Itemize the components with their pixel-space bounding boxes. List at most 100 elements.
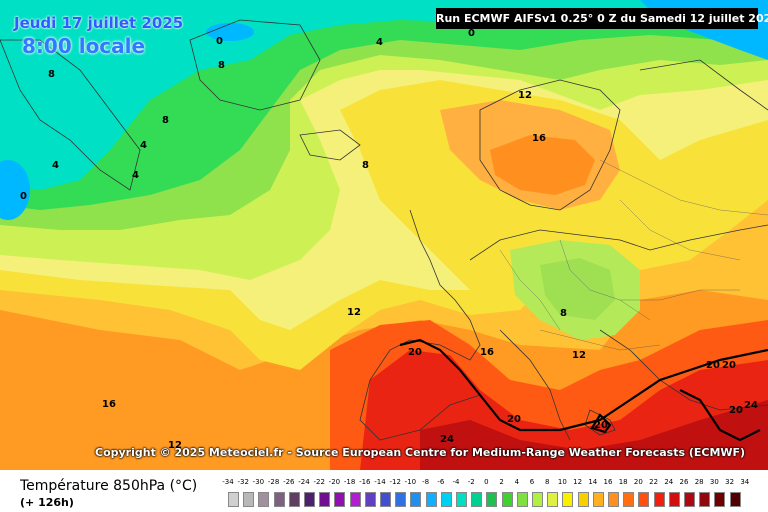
contour-label: 12 (168, 440, 182, 451)
scale-swatch (638, 492, 650, 507)
scale-tick-label: 24 (664, 478, 674, 486)
contour-label: 8 (218, 60, 225, 71)
scale-swatch (228, 492, 239, 507)
scale-swatch (395, 492, 407, 507)
run-info: Run ECMWF AIFSv1 0.25° 0 Z du Samedi 12 … (436, 8, 768, 29)
contour-label: 20 (507, 414, 521, 425)
scale-swatch (319, 492, 331, 507)
contour-label: 16 (480, 347, 494, 358)
field-central-europe-lime (540, 258, 615, 320)
contour-label: 12 (572, 350, 586, 361)
scale-swatch (380, 492, 391, 507)
contour-label: 8 (162, 115, 169, 126)
contour-label: 4 (376, 37, 383, 48)
parameter-label: Température 850hPa (°C) (20, 478, 198, 494)
scale-swatch (684, 492, 695, 507)
scale-tick-label: -12 (389, 478, 401, 486)
contour-label: 12 (518, 90, 532, 101)
scale-swatch (410, 492, 422, 507)
scale-swatch (243, 492, 255, 507)
scale-tick-label: 6 (529, 478, 535, 486)
contour-label: 4 (132, 170, 139, 181)
scale-tick-label: 0 (484, 478, 489, 486)
scale-swatch (501, 492, 513, 507)
scale-swatch (577, 492, 589, 507)
field-cold-blue-greenland (206, 23, 254, 41)
scale-tick-label: -8 (422, 478, 430, 486)
scale-tick-label: -32 (237, 478, 249, 486)
copyright-text: Copyright © 2025 Meteociel.fr - Source E… (95, 446, 746, 459)
contour-label: 20 (729, 405, 743, 416)
contour-label: 0 (216, 36, 223, 47)
scale-swatch (273, 492, 285, 507)
scale-tick-label: -30 (252, 478, 265, 486)
scale-tick-label: 2 (499, 478, 504, 486)
scale-tick-label: 8 (544, 478, 550, 486)
scale-swatch (516, 492, 528, 507)
scale-swatch (486, 492, 498, 507)
scale-swatch (532, 492, 543, 507)
field-scandinavia-hot (490, 135, 595, 195)
scale-tick-label: -16 (359, 478, 371, 486)
scale-swatch (334, 492, 346, 507)
field-cold-blue-west (0, 160, 30, 220)
contour-label: 16 (532, 133, 546, 144)
scale-swatch (562, 492, 574, 507)
scale-swatch (425, 492, 437, 507)
scale-tick-label: 16 (603, 478, 613, 486)
scale-tick-label: 20 (633, 478, 643, 486)
contour-label: 24 (744, 400, 758, 411)
scale-tick-label: -26 (283, 478, 295, 486)
forecast-date: Jeudi 17 juillet 2025 (14, 14, 184, 32)
contour-label: 20 (594, 420, 608, 431)
scale-swatch (288, 492, 300, 507)
scale-swatch (668, 492, 680, 507)
field-dark-red (420, 400, 768, 470)
borders (499, 159, 768, 351)
scale-tick-label: -24 (298, 478, 310, 486)
contour-label: 12 (347, 307, 361, 318)
scale-swatch (623, 492, 635, 507)
scale-swatch (592, 492, 604, 507)
contour-label: 8 (362, 160, 369, 171)
contour-label: 8 (560, 308, 567, 319)
contour-label: 4 (52, 160, 59, 171)
scale-tick-label: 32 (725, 478, 735, 486)
contour-label: 0 (468, 28, 475, 39)
forecast-time: 8:00 locale (22, 34, 146, 58)
scale-tick-label: 28 (694, 478, 704, 486)
scale-tick-label: 14 (588, 478, 598, 486)
scale-swatch (608, 492, 619, 507)
scale-swatch (304, 492, 315, 507)
scale-swatch (349, 492, 361, 507)
scale-swatch (547, 492, 559, 507)
scale-tick-label: 10 (557, 478, 567, 486)
contour-label: 16 (102, 399, 116, 410)
contour-label: 8 (48, 69, 55, 80)
contour-20 (399, 338, 768, 442)
temperature-map: 0 4 0 8 8 12 16 4 4 8 4 0 8 12 20 16 8 1… (0, 0, 768, 470)
contour-label: 20 (706, 360, 720, 371)
scale-tick-label: 4 (514, 478, 520, 486)
lead-time: (+ 126h) (20, 496, 74, 509)
scale-tick-label: -2 (467, 478, 475, 486)
scale-swatch (699, 492, 711, 507)
scale-tick-label: -4 (452, 478, 460, 486)
coastlines (0, 19, 768, 441)
scale-tick-label: -10 (404, 478, 417, 486)
scale-tick-label: -14 (374, 478, 386, 486)
scale-tick-label: -18 (343, 478, 356, 486)
scale-swatch (653, 492, 665, 507)
scale-swatch (456, 492, 467, 507)
scale-swatch (714, 492, 726, 507)
scale-tick-label: 12 (573, 478, 583, 486)
contour-label: 20 (408, 347, 422, 358)
scale-swatch (258, 492, 270, 507)
scale-swatch (471, 492, 483, 507)
scale-tick-label: -34 (222, 478, 234, 486)
scale-tick-label: 30 (709, 478, 719, 486)
scale-tick-label: 34 (740, 478, 750, 486)
scale-swatch (729, 492, 741, 507)
scale-tick-label: -20 (328, 478, 341, 486)
